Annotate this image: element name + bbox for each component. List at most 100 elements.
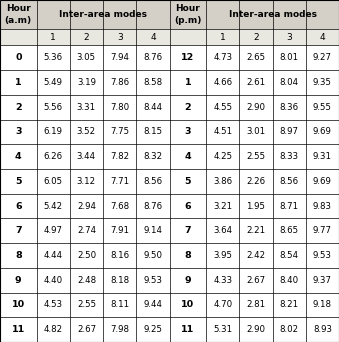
Bar: [306, 268, 339, 292]
Bar: [0, 292, 37, 317]
Bar: [170, 292, 206, 317]
Bar: [206, 144, 239, 169]
Bar: [170, 194, 206, 219]
Text: 2.90: 2.90: [246, 325, 265, 334]
Text: 10: 10: [181, 300, 194, 310]
Bar: [0, 194, 37, 219]
Text: 5.49: 5.49: [44, 78, 63, 87]
Text: 4.70: 4.70: [213, 300, 232, 310]
Text: 8.32: 8.32: [143, 152, 162, 161]
Text: 8.65: 8.65: [280, 226, 299, 235]
Text: 4.40: 4.40: [44, 276, 63, 285]
Text: 6: 6: [15, 201, 22, 211]
Bar: [103, 70, 136, 95]
Text: Inter-area modes: Inter-area modes: [59, 10, 147, 19]
Bar: [136, 268, 170, 292]
Bar: [273, 194, 306, 219]
Text: 1.95: 1.95: [246, 201, 265, 211]
Text: 8.56: 8.56: [143, 177, 162, 186]
Text: 7.94: 7.94: [110, 53, 129, 62]
Bar: [103, 169, 136, 194]
Text: 2.65: 2.65: [246, 53, 265, 62]
Text: 3: 3: [184, 128, 191, 136]
Text: 2.42: 2.42: [246, 251, 265, 260]
Bar: [306, 317, 339, 342]
Text: 5.36: 5.36: [44, 53, 63, 62]
Text: 9.77: 9.77: [313, 226, 332, 235]
Bar: [37, 29, 70, 45]
Bar: [170, 45, 206, 70]
Text: 2.90: 2.90: [246, 103, 265, 112]
Text: 2.74: 2.74: [77, 226, 96, 235]
Bar: [103, 120, 136, 144]
Bar: [306, 0, 339, 29]
Text: 2.55: 2.55: [246, 152, 265, 161]
Text: 8.97: 8.97: [280, 128, 299, 136]
Bar: [103, 0, 136, 29]
Text: 4.44: 4.44: [44, 251, 63, 260]
Bar: [103, 194, 136, 219]
Bar: [37, 219, 70, 243]
Bar: [70, 194, 103, 219]
Text: 4.53: 4.53: [44, 300, 63, 310]
Text: 4: 4: [150, 33, 156, 42]
Text: 2.81: 2.81: [246, 300, 265, 310]
Text: 8.04: 8.04: [280, 78, 299, 87]
Text: 3.01: 3.01: [246, 128, 265, 136]
Text: 7.71: 7.71: [110, 177, 129, 186]
Text: 4.25: 4.25: [213, 152, 232, 161]
Bar: [37, 45, 70, 70]
Bar: [136, 120, 170, 144]
Text: 4.82: 4.82: [44, 325, 63, 334]
Bar: [37, 70, 70, 95]
Text: 5.56: 5.56: [44, 103, 63, 112]
Bar: [0, 169, 37, 194]
Text: 4.73: 4.73: [213, 53, 232, 62]
Text: 0: 0: [15, 53, 22, 62]
Text: 8.44: 8.44: [143, 103, 162, 112]
Text: 8: 8: [184, 251, 191, 260]
Text: 5: 5: [15, 177, 22, 186]
Text: 1: 1: [184, 78, 191, 87]
Bar: [239, 317, 273, 342]
Text: 8.01: 8.01: [280, 53, 299, 62]
Bar: [239, 194, 273, 219]
Bar: [306, 29, 339, 45]
Bar: [37, 144, 70, 169]
Text: 1: 1: [51, 33, 56, 42]
Bar: [103, 45, 136, 70]
Text: 6.05: 6.05: [44, 177, 63, 186]
Text: 7: 7: [15, 226, 22, 235]
Bar: [37, 268, 70, 292]
Text: 8.54: 8.54: [280, 251, 299, 260]
Bar: [0, 29, 37, 45]
Bar: [70, 0, 103, 29]
Bar: [136, 0, 170, 29]
Text: 3: 3: [15, 128, 22, 136]
Text: 1: 1: [15, 78, 22, 87]
Text: 3.52: 3.52: [77, 128, 96, 136]
Bar: [0, 120, 37, 144]
Bar: [170, 169, 206, 194]
Text: 4.51: 4.51: [213, 128, 232, 136]
Text: 9: 9: [15, 276, 22, 285]
Text: 8.71: 8.71: [280, 201, 299, 211]
Text: 9.44: 9.44: [143, 300, 162, 310]
Bar: [0, 144, 37, 169]
Text: 8.40: 8.40: [280, 276, 299, 285]
Bar: [103, 317, 136, 342]
Bar: [170, 243, 206, 268]
Bar: [70, 29, 103, 45]
Bar: [239, 268, 273, 292]
Bar: [239, 95, 273, 120]
Text: 5.42: 5.42: [44, 201, 63, 211]
Bar: [206, 45, 239, 70]
Text: 3.64: 3.64: [213, 226, 232, 235]
Bar: [239, 144, 273, 169]
Bar: [0, 268, 37, 292]
Text: 2: 2: [184, 103, 191, 112]
Bar: [136, 169, 170, 194]
Bar: [306, 219, 339, 243]
Bar: [273, 169, 306, 194]
Bar: [136, 144, 170, 169]
